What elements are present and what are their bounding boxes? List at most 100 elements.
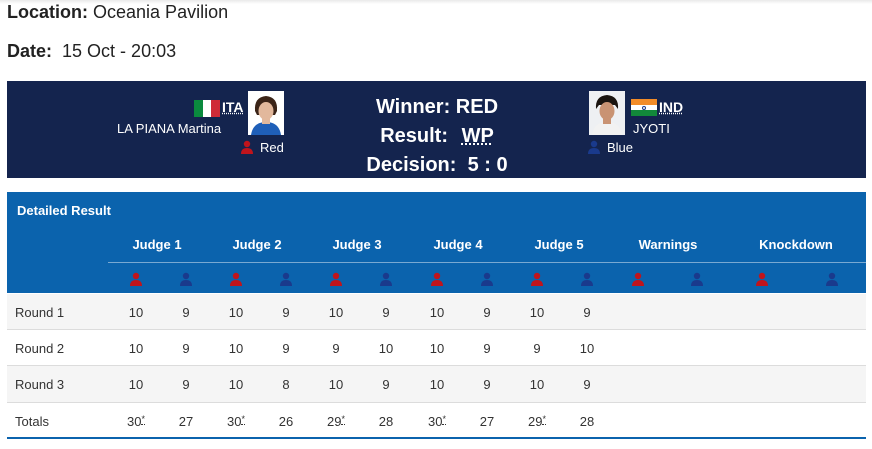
score-cell: 10 — [429, 305, 445, 320]
winner-mark[interactable]: * — [341, 414, 345, 425]
score-cell: 30* — [428, 414, 446, 429]
winner-value: RED — [455, 96, 499, 118]
score-cell: 10 — [228, 377, 244, 392]
decision-label: Decision: — [366, 154, 457, 176]
table-row: Round 1 10 9 10 9 10 9 10 9 10 9 — [7, 294, 866, 330]
date-line: Date: 15 Oct - 20:03 — [7, 41, 176, 62]
india-flag-icon — [631, 99, 657, 117]
red-corner-icon — [229, 272, 243, 291]
red-fighter-photo — [248, 91, 284, 135]
red-corner: Red — [240, 140, 284, 155]
score-cell: 10 — [529, 377, 545, 392]
score-cell: 27 — [479, 414, 495, 429]
score-cell: 27 — [178, 414, 194, 429]
blue-corner: Blue — [587, 140, 633, 155]
score-cell: 30* — [227, 414, 245, 429]
score-cell: 9 — [182, 305, 190, 320]
blue-fighter-name[interactable]: JYOTI — [633, 121, 670, 136]
score-cell: 9 — [182, 341, 190, 356]
red-corner-icon — [329, 272, 343, 291]
location-label: Location: — [7, 2, 88, 22]
red-country-code[interactable]: ITA — [222, 99, 244, 115]
score-cell: 10 — [128, 341, 144, 356]
score-cell: 10 — [228, 341, 244, 356]
blue-corner-icon — [379, 272, 393, 291]
row-label: Round 2 — [15, 341, 65, 356]
winner-mark[interactable]: * — [241, 414, 245, 425]
bout-header: ITA LA PIANA Martina Red Winner: RED Res… — [7, 81, 866, 178]
score-cell: 10 — [529, 305, 545, 320]
table-row: Round 3 10 9 10 8 10 9 10 9 10 9 — [7, 366, 866, 402]
score-cell: 9 — [282, 305, 290, 320]
row-divider — [7, 402, 866, 403]
decision-line: Decision: 5 : 0 — [327, 151, 547, 180]
red-corner-icon — [755, 272, 769, 291]
totals-row: Totals 30* 27 30* 26 29* 28 30* 27 29* 28 — [7, 403, 866, 439]
result-line: Result: WP — [327, 122, 547, 151]
score-cell: 10 — [128, 377, 144, 392]
col-warnings: Warnings — [638, 237, 698, 252]
score-cell: 10 — [579, 341, 595, 356]
blue-corner-icon — [179, 272, 193, 291]
score-cell: 30* — [127, 414, 145, 429]
header-divider — [108, 262, 866, 263]
row-label: Round 3 — [15, 377, 65, 392]
col-judge-4: Judge 4 — [433, 237, 483, 252]
score-cell: 28 — [378, 414, 394, 429]
top-shadow — [0, 0, 872, 4]
score-cell: 28 — [579, 414, 595, 429]
score-cell: 9 — [382, 305, 390, 320]
result-label: Result: — [380, 125, 448, 147]
col-judge-3: Judge 3 — [332, 237, 382, 252]
blue-corner-icon — [825, 272, 839, 291]
red-fighter-name[interactable]: LA PIANA Martina — [117, 121, 222, 136]
score-cell: 10 — [228, 305, 244, 320]
red-corner-icon — [530, 272, 544, 291]
blue-corner-label: Blue — [607, 140, 634, 155]
red-corner-label: Red — [260, 140, 284, 155]
score-cell: 9 — [483, 377, 491, 392]
date-value: 15 Oct - 20:03 — [62, 41, 177, 61]
score-cell: 10 — [429, 341, 445, 356]
italy-flag-icon — [194, 100, 221, 117]
row-label: Totals — [15, 414, 49, 429]
score-cell: 9 — [182, 377, 190, 392]
col-judge-2: Judge 2 — [232, 237, 282, 252]
score-cell: 26 — [278, 414, 294, 429]
location-value: Oceania Pavilion — [93, 2, 229, 22]
decision-value: 5 : 0 — [467, 154, 508, 176]
blue-corner-icon — [588, 140, 600, 154]
detailed-result-title: Detailed Result — [17, 203, 111, 218]
score-cell: 9 — [533, 341, 541, 356]
blue-corner-icon — [480, 272, 494, 291]
red-corner-icon — [430, 272, 444, 291]
score-cell: 10 — [328, 305, 344, 320]
table-row: Round 2 10 9 10 9 9 10 10 9 9 10 — [7, 330, 866, 366]
red-corner-icon — [631, 272, 645, 291]
score-cell: 9 — [483, 305, 491, 320]
score-cell: 29* — [528, 414, 546, 429]
winner-label: Winner: — [375, 96, 451, 118]
blue-fighter-photo — [589, 91, 625, 135]
bout-result: Winner: RED Result: WP Decision: 5 : 0 — [327, 93, 547, 180]
detailed-result-header: Detailed Result Judge 1 Judge 2 Judge 3 … — [7, 192, 866, 293]
winner-mark[interactable]: * — [542, 414, 546, 425]
red-corner-icon — [241, 140, 253, 154]
table-bottom-border — [7, 437, 866, 439]
winner-mark[interactable]: * — [442, 414, 446, 425]
red-corner-icon — [129, 272, 143, 291]
score-cell: 9 — [382, 377, 390, 392]
score-cell: 9 — [332, 341, 340, 356]
score-cell: 9 — [583, 377, 591, 392]
winner-line: Winner: RED — [327, 93, 547, 122]
row-label: Round 1 — [15, 305, 65, 320]
score-cell: 9 — [583, 305, 591, 320]
winner-mark[interactable]: * — [141, 414, 145, 425]
score-cell: 10 — [429, 377, 445, 392]
col-judge-1: Judge 1 — [132, 237, 182, 252]
result-value[interactable]: WP — [461, 125, 494, 147]
col-judge-5: Judge 5 — [534, 237, 584, 252]
score-cell: 8 — [282, 377, 290, 392]
blue-country-code[interactable]: IND — [659, 99, 684, 115]
score-cell: 10 — [328, 377, 344, 392]
